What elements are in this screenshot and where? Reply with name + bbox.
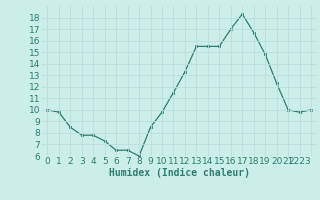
X-axis label: Humidex (Indice chaleur): Humidex (Indice chaleur): [109, 168, 250, 178]
